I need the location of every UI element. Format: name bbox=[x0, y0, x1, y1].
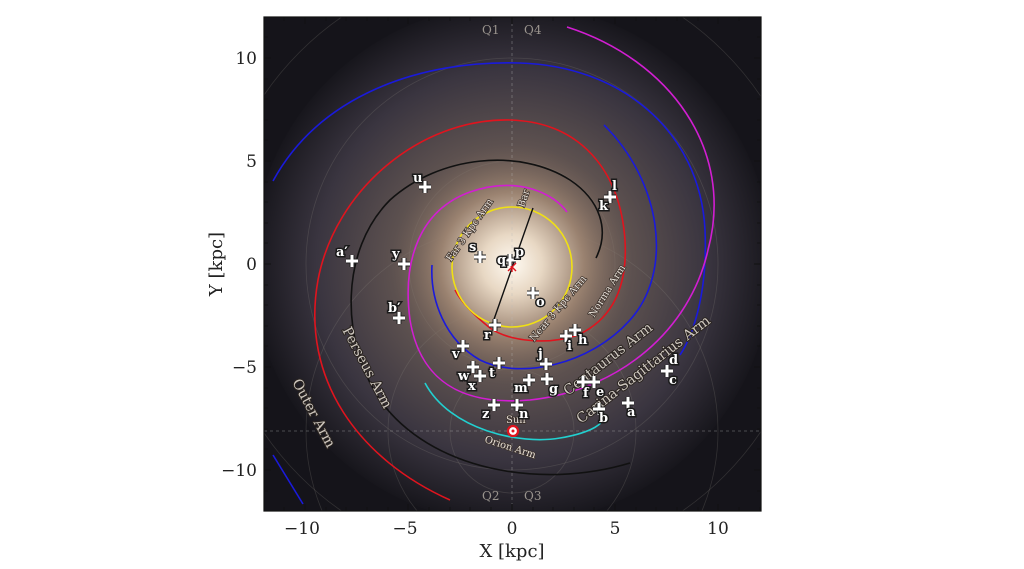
perseus-arm-curve bbox=[314, 119, 627, 501]
source-u bbox=[419, 181, 431, 193]
source-y bbox=[398, 258, 410, 270]
x-axis-minor-ticks bbox=[283, 17, 761, 511]
x-tick-label: 0 bbox=[507, 519, 518, 539]
source-label-x: x bbox=[468, 379, 476, 394]
source-i bbox=[560, 330, 572, 342]
source-t bbox=[493, 357, 505, 369]
source-c-d bbox=[661, 365, 673, 377]
source-label-q: q bbox=[497, 253, 506, 268]
source-a bbox=[622, 397, 634, 409]
y-axis-label: Y [kpc] bbox=[206, 232, 227, 297]
source-label-s: s bbox=[469, 240, 476, 255]
bulge-ring bbox=[451, 206, 573, 328]
quadrant-label-q1: Q1 bbox=[482, 23, 499, 37]
plot-area: Q1 Q4 Q2 Q3 Outer Arm Perseus Arm Centau… bbox=[264, 17, 761, 511]
x-tick-label: 5 bbox=[610, 519, 621, 539]
source-g bbox=[541, 373, 553, 385]
y-tick-label: −5 bbox=[232, 358, 257, 378]
outer-arm-curve-lower bbox=[272, 454, 304, 505]
source-f bbox=[577, 376, 589, 388]
sun-label: Sun bbox=[506, 415, 526, 426]
sun-icon bbox=[506, 424, 520, 438]
source-label-d: d bbox=[669, 353, 678, 368]
y-axis-ticks bbox=[264, 57, 761, 471]
source-m bbox=[523, 374, 535, 386]
source-v bbox=[457, 340, 469, 352]
source-z bbox=[488, 399, 500, 411]
x-tick-label: −10 bbox=[284, 519, 320, 539]
spiral-arms bbox=[272, 26, 715, 505]
source-label-i: i bbox=[567, 339, 572, 354]
source-markers: a b d c e f g h i j l bbox=[335, 170, 680, 428]
source-k-l bbox=[604, 191, 616, 203]
source-label-l: l bbox=[612, 179, 617, 194]
x-tick-labels: −10 −5 0 5 10 bbox=[284, 519, 729, 539]
source-label-b: b bbox=[599, 411, 608, 426]
source-e bbox=[588, 376, 600, 388]
source-h bbox=[569, 324, 581, 336]
source-label-u: u bbox=[413, 171, 422, 186]
source-label-w: w bbox=[457, 369, 470, 384]
source-b-prime bbox=[393, 312, 405, 324]
y-tick-label: −10 bbox=[221, 461, 257, 481]
outer-arm-curve bbox=[272, 62, 707, 356]
y-axis-minor-ticks bbox=[264, 36, 761, 492]
source-s bbox=[474, 251, 486, 263]
y-tick-labels: 10 5 0 −5 −10 bbox=[221, 49, 257, 481]
source-label-c: c bbox=[669, 373, 677, 388]
source-label-m: m bbox=[514, 381, 528, 396]
quadrant-label-q3: Q3 bbox=[524, 489, 541, 503]
centaurus-arm-curve bbox=[431, 124, 658, 370]
x-tick-label: −5 bbox=[392, 519, 417, 539]
y-tick-label: 10 bbox=[235, 49, 257, 69]
source-label-v: v bbox=[451, 347, 460, 362]
source-label-b-prime: b′ bbox=[388, 301, 401, 316]
source-j bbox=[540, 358, 552, 370]
source-label-j: j bbox=[537, 347, 543, 362]
source-label-r: r bbox=[484, 328, 491, 343]
source-label-e: e bbox=[596, 385, 604, 400]
orion-arm-curve bbox=[424, 382, 603, 441]
x-axis-ticks bbox=[304, 17, 719, 511]
source-label-h: h bbox=[578, 333, 588, 348]
source-label-k: k bbox=[599, 199, 609, 214]
source-a-prime bbox=[346, 255, 358, 267]
source-label-y: y bbox=[391, 247, 400, 262]
source-label-g: g bbox=[549, 382, 558, 397]
source-label-o: o bbox=[536, 295, 545, 310]
source-r bbox=[489, 319, 501, 331]
source-label-a: a bbox=[627, 405, 636, 420]
quadrant-label-q2: Q2 bbox=[482, 489, 499, 503]
source-label-n: n bbox=[519, 407, 529, 422]
carina-sagittarius-arm-curve bbox=[407, 26, 715, 402]
source-label-a-prime: a′ bbox=[336, 245, 348, 260]
source-n bbox=[511, 399, 523, 411]
source-o bbox=[527, 287, 539, 299]
source-label-t: t bbox=[489, 366, 495, 381]
source-label-z: z bbox=[482, 407, 489, 422]
source-w bbox=[467, 361, 479, 373]
y-tick-label: 0 bbox=[246, 255, 257, 275]
x-axis-label: X [kpc] bbox=[479, 541, 544, 562]
quadrant-label-q4: Q4 bbox=[524, 23, 542, 37]
source-label-f: f bbox=[583, 386, 590, 401]
source-x bbox=[474, 370, 486, 382]
source-b bbox=[593, 403, 605, 415]
source-label-p: p bbox=[515, 245, 524, 260]
black-arm-curve bbox=[350, 159, 631, 476]
x-tick-label: 10 bbox=[707, 519, 729, 539]
source-p-q bbox=[504, 254, 516, 266]
y-tick-label: 5 bbox=[246, 152, 257, 172]
